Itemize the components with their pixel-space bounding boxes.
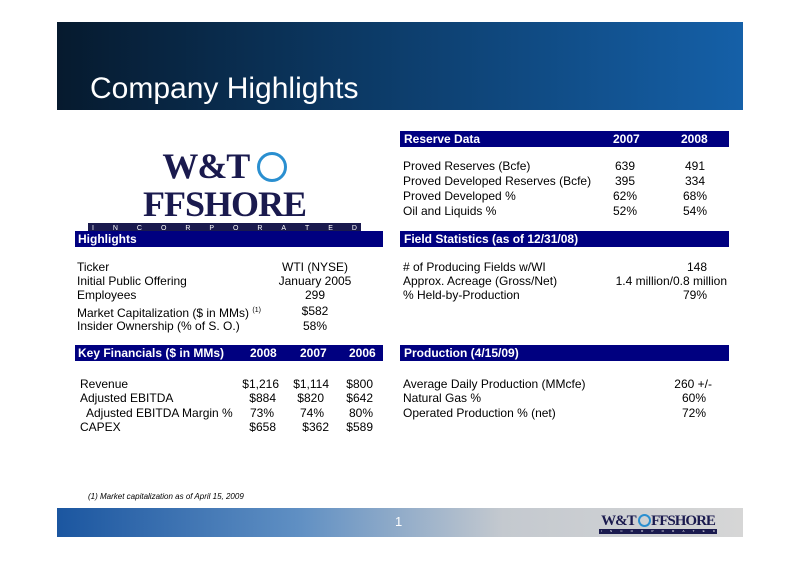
reserve-row-value: 491 — [684, 159, 706, 173]
financial-value: 80% — [348, 406, 373, 420]
financial-value: $1,114 — [293, 377, 329, 391]
field-statistics-title: Field Statistics (as of 12/31/08) — [404, 232, 579, 246]
highlights-title: Highlights — [78, 232, 137, 246]
financial-label: Adjusted EBITDA Margin % — [86, 406, 233, 420]
financial-value: 74% — [299, 406, 324, 420]
production-label: Operated Production % (net) — [403, 406, 556, 420]
reserve-row-label: Oil and Liquids % — [403, 204, 497, 218]
reserve-row-label: Proved Developed % — [403, 189, 516, 203]
financials-year-2008: 2008 — [250, 346, 277, 360]
footnote: (1) Market capitalization as of April 15… — [88, 492, 244, 501]
field-value: 148 — [686, 260, 707, 274]
reserve-row-label: Proved Reserves (Bcfe) — [403, 159, 531, 173]
financials-year-2006: 2006 — [349, 346, 376, 360]
financial-value: $658 — [249, 420, 276, 434]
field-label: Approx. Acreage (Gross/Net) — [403, 274, 558, 288]
highlight-label: Initial Public Offering — [77, 274, 187, 288]
highlight-value: 58% — [302, 319, 328, 333]
highlight-value: January 2005 — [278, 274, 352, 288]
highlight-value: 299 — [304, 288, 326, 302]
field-value: 1.4 million/0.8 million — [615, 274, 727, 288]
reserve-year-2008: 2008 — [681, 132, 708, 146]
highlight-label: Insider Ownership (% of S. O.) — [77, 319, 240, 333]
production-value: 260 +/- — [674, 377, 712, 391]
key-financials-title: Key Financials ($ in MMs) — [78, 346, 225, 360]
reserve-row-value: 52% — [612, 204, 638, 218]
financial-value: $884 — [249, 391, 276, 405]
page-title: Company Highlights — [90, 72, 359, 105]
field-label: # of Producing Fields w/WI — [403, 260, 546, 274]
financial-value: $642 — [346, 391, 373, 405]
production-value: 72% — [681, 406, 706, 420]
field-value: 79% — [682, 288, 707, 302]
reserve-row-value: 62% — [612, 189, 638, 203]
financial-label: Revenue — [80, 377, 129, 391]
highlight-label: Ticker — [77, 260, 110, 274]
production-label: Average Daily Production (MMcfe) — [403, 377, 586, 391]
key-financials-header: Key Financials ($ in MMs) 2008 2007 2006 — [75, 345, 383, 361]
highlights-header: Highlights — [75, 231, 383, 247]
financial-value: 73% — [249, 406, 274, 420]
financial-value: $820 — [297, 391, 324, 405]
field-statistics-header: Field Statistics (as of 12/31/08) — [400, 231, 729, 247]
financial-label: Adjusted EBITDA — [80, 391, 174, 405]
logo-wave-icon — [256, 151, 287, 182]
financials-year-2007: 2007 — [300, 346, 327, 360]
financial-value: $362 — [302, 420, 329, 434]
reserve-row-value: 334 — [684, 174, 706, 188]
highlight-label: Employees — [77, 288, 137, 302]
reserve-row-label: Proved Developed Reserves (Bcfe) — [403, 174, 592, 188]
reserve-row-value: 54% — [682, 204, 708, 218]
reserve-row-value: 639 — [614, 159, 636, 173]
reserve-data-title: Reserve Data — [404, 132, 481, 146]
highlight-label-market-cap: Market Capitalization ($ in MMs) (1) — [77, 303, 261, 321]
production-header: Production (4/15/09) — [400, 345, 729, 361]
financial-value: $589 — [346, 420, 373, 434]
reserve-data-header: Reserve Data 2007 2008 — [400, 131, 729, 147]
footer-logo-wordmark: W&T FFSHORE — [601, 513, 716, 529]
footer-logo-wave-icon — [638, 513, 652, 527]
financial-value: $1,216 — [242, 377, 279, 391]
financial-value: $800 — [346, 377, 373, 391]
production-label: Natural Gas % — [403, 391, 482, 405]
page-number: 1 — [395, 514, 403, 529]
title-banner: Company Highlights — [57, 22, 743, 110]
reserve-year-2007: 2007 — [613, 132, 640, 146]
production-value: 60% — [681, 391, 706, 405]
financial-label: CAPEX — [80, 420, 121, 434]
footnote-marker: (1) — [252, 307, 261, 314]
field-label: % Held-by-Production — [403, 288, 520, 302]
highlight-value: WTI (NYSE) — [282, 260, 348, 274]
reserve-row-value: 395 — [614, 174, 636, 188]
reserve-row-value: 68% — [682, 189, 708, 203]
logo-wordmark: W&T FFSHORE — [142, 146, 307, 224]
production-title: Production (4/15/09) — [404, 346, 519, 360]
highlight-label: Market Capitalization ($ in MMs) — [77, 306, 250, 320]
highlight-value: $582 — [301, 304, 329, 318]
